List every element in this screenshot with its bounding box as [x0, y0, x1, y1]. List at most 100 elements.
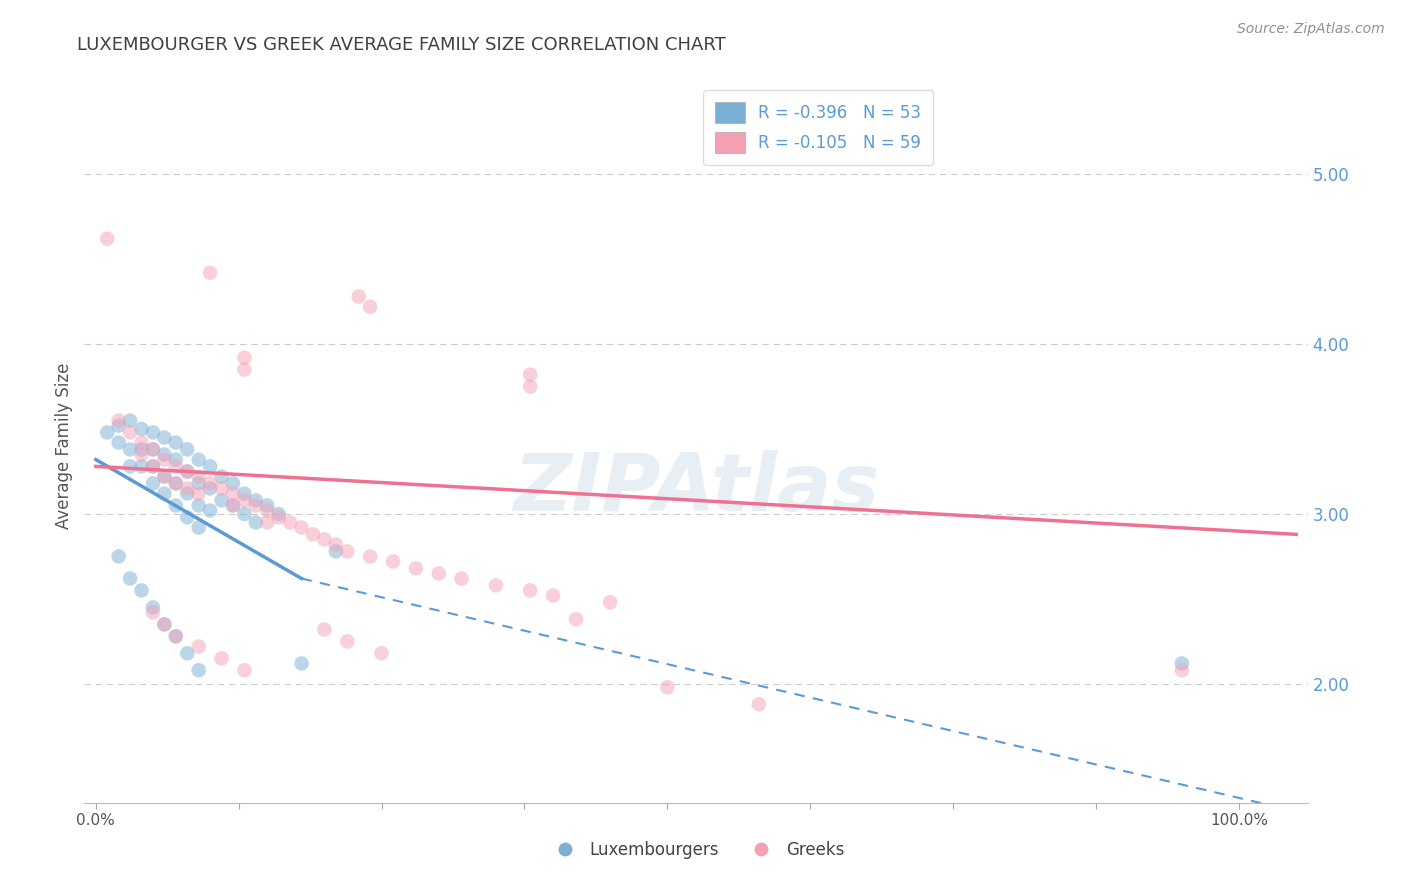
Point — [325, 544, 347, 558]
Point — [198, 482, 221, 496]
Point — [153, 486, 176, 500]
Point — [222, 499, 245, 513]
Point — [314, 533, 336, 547]
Point — [131, 422, 153, 436]
Point — [187, 499, 209, 513]
Point — [599, 595, 621, 609]
Point — [748, 698, 770, 712]
Point — [233, 351, 256, 365]
Text: LUXEMBOURGER VS GREEK AVERAGE FAMILY SIZE CORRELATION CHART: LUXEMBOURGER VS GREEK AVERAGE FAMILY SIZ… — [77, 36, 725, 54]
Point — [107, 413, 129, 427]
Point — [153, 448, 176, 462]
Point — [176, 482, 198, 496]
Point — [153, 452, 176, 467]
Point — [165, 499, 187, 513]
Point — [245, 516, 267, 530]
Point — [187, 663, 209, 677]
Point — [107, 549, 129, 564]
Point — [211, 482, 233, 496]
Point — [256, 516, 278, 530]
Point — [176, 646, 198, 660]
Point — [336, 544, 359, 558]
Point — [359, 300, 381, 314]
Point — [176, 486, 198, 500]
Point — [1171, 663, 1194, 677]
Point — [256, 503, 278, 517]
Point — [267, 507, 290, 521]
Point — [187, 469, 209, 483]
Point — [165, 459, 187, 474]
Point — [187, 452, 209, 467]
Point — [347, 289, 370, 303]
Point — [245, 493, 267, 508]
Point — [176, 442, 198, 457]
Point — [405, 561, 427, 575]
Point — [187, 476, 209, 491]
Point — [153, 617, 176, 632]
Point — [165, 476, 187, 491]
Text: ZIPAtlas: ZIPAtlas — [513, 450, 879, 528]
Point — [233, 486, 256, 500]
Point — [519, 368, 541, 382]
Point — [131, 435, 153, 450]
Point — [153, 617, 176, 632]
Point — [120, 459, 142, 474]
Point — [382, 555, 405, 569]
Point — [165, 435, 187, 450]
Point — [142, 459, 165, 474]
Point — [485, 578, 508, 592]
Point — [657, 680, 679, 694]
Point — [1171, 657, 1194, 671]
Point — [336, 634, 359, 648]
Point — [176, 465, 198, 479]
Point — [142, 600, 165, 615]
Point — [165, 629, 187, 643]
Point — [165, 476, 187, 491]
Point — [541, 589, 564, 603]
Point — [233, 493, 256, 508]
Point — [153, 469, 176, 483]
Point — [302, 527, 325, 541]
Point — [187, 486, 209, 500]
Point — [198, 476, 221, 491]
Point — [256, 499, 278, 513]
Point — [325, 537, 347, 551]
Point — [120, 572, 142, 586]
Point — [427, 566, 450, 581]
Point — [96, 232, 118, 246]
Point — [187, 640, 209, 654]
Point — [107, 418, 129, 433]
Point — [233, 663, 256, 677]
Point — [187, 520, 209, 534]
Point — [198, 459, 221, 474]
Point — [131, 459, 153, 474]
Point — [222, 499, 245, 513]
Point — [565, 612, 588, 626]
Point — [370, 646, 392, 660]
Point — [290, 657, 312, 671]
Point — [222, 476, 245, 491]
Point — [233, 362, 256, 376]
Point — [519, 379, 541, 393]
Point — [222, 486, 245, 500]
Point — [176, 510, 198, 524]
Point — [142, 442, 165, 457]
Point — [176, 465, 198, 479]
Point — [142, 425, 165, 440]
Point — [131, 583, 153, 598]
Point — [198, 503, 221, 517]
Point — [142, 476, 165, 491]
Point — [131, 448, 153, 462]
Text: Source: ZipAtlas.com: Source: ZipAtlas.com — [1237, 22, 1385, 37]
Point — [96, 425, 118, 440]
Point — [153, 430, 176, 444]
Point — [233, 507, 256, 521]
Point — [267, 510, 290, 524]
Point — [278, 516, 301, 530]
Point — [290, 520, 312, 534]
Point — [165, 452, 187, 467]
Point — [142, 606, 165, 620]
Point — [153, 469, 176, 483]
Point — [142, 459, 165, 474]
Point — [211, 469, 233, 483]
